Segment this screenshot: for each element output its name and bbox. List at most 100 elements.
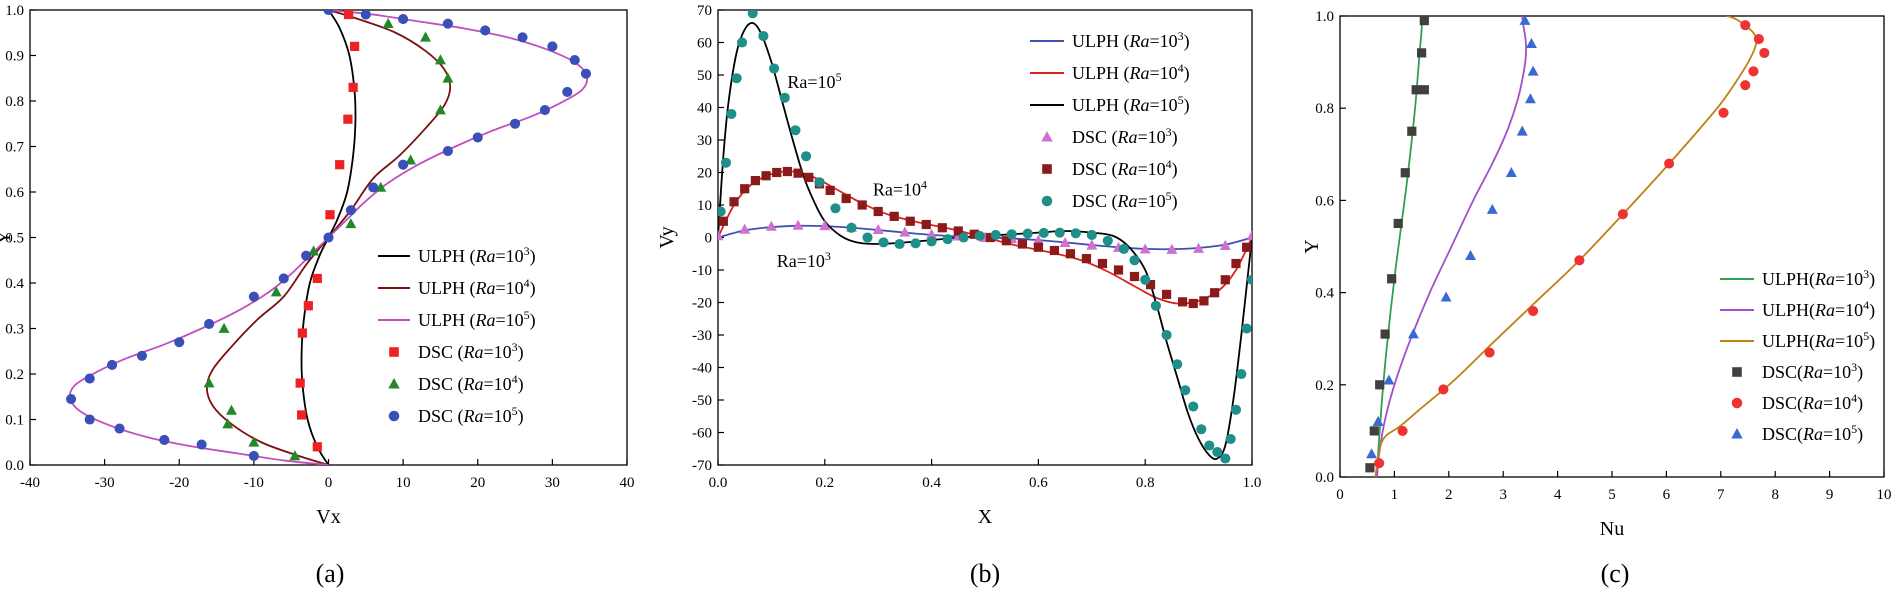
- data-point: [905, 216, 915, 226]
- legend-marker-swatch: [1731, 397, 1743, 409]
- data-point: [1161, 289, 1172, 299]
- data-point: [953, 226, 963, 236]
- x-axis-label: Nu: [1600, 518, 1624, 540]
- series-line: [1376, 16, 1528, 477]
- y-axis-label: Y: [0, 230, 15, 244]
- data-point: [350, 41, 360, 51]
- data-point: [295, 378, 305, 388]
- data-point: [1118, 243, 1129, 254]
- legend-entry-label: DSC (Ra=105): [1072, 189, 1178, 212]
- chart-panel-2: 0.0 0.2 0.4 0.6 0.8 1.0 -70 -60 -50 -40 -30 -20 -10 0…: [656, 3, 1261, 588]
- data-point: [1365, 463, 1375, 473]
- x-tick-label: 10: [1877, 487, 1892, 503]
- legend-entry-label: ULPH (Ra=103): [418, 244, 536, 267]
- legend-entry-label: ULPH(Ra=103): [1762, 267, 1875, 290]
- data-point: [569, 54, 580, 66]
- data-point: [303, 301, 313, 311]
- data-point: [1465, 249, 1477, 261]
- data-point: [65, 393, 77, 405]
- data-point: [1236, 368, 1247, 380]
- data-point: [1393, 218, 1403, 229]
- data-point: [1740, 80, 1751, 91]
- legend-entry-label: DSC(Ra=103): [1762, 360, 1863, 383]
- y-tick-label: -20: [692, 296, 712, 312]
- y-axis-label: Y: [1301, 239, 1323, 253]
- x-tick-label: 0.8: [1136, 475, 1155, 491]
- data-point: [718, 216, 728, 226]
- y-tick-label: 0.8: [1315, 101, 1334, 117]
- data-point: [323, 10, 334, 16]
- plot-area: [718, 10, 1252, 464]
- legend-entry-label: ULPH(Ra=105): [1762, 329, 1875, 352]
- data-point: [1086, 229, 1097, 240]
- data-point: [301, 250, 312, 261]
- data-point: [222, 418, 234, 429]
- data-point: [1097, 258, 1108, 269]
- data-point: [1574, 255, 1585, 266]
- series-line: [1374, 16, 1758, 477]
- data-point: [159, 434, 170, 446]
- data-point: [136, 350, 147, 361]
- annotation: Ra=105: [787, 70, 841, 92]
- data-point: [345, 205, 356, 216]
- data-point: [323, 232, 334, 243]
- data-point: [1113, 265, 1124, 275]
- legend-marker-swatch: [1041, 131, 1053, 142]
- data-point: [1246, 274, 1252, 285]
- y-tick-label: 0.4: [1315, 286, 1334, 302]
- data-point: [1145, 280, 1156, 290]
- data-point: [114, 423, 125, 434]
- legend-entry-label: DSC(Ra=105): [1762, 422, 1863, 445]
- data-point: [1438, 384, 1449, 395]
- data-point: [726, 108, 737, 120]
- data-point: [1032, 234, 1044, 245]
- y-tick-label: 40: [697, 101, 712, 117]
- data-point: [1188, 401, 1199, 412]
- data-point: [580, 68, 592, 79]
- x-tick-label: 9: [1826, 487, 1834, 503]
- y-tick-label: 70: [697, 3, 712, 19]
- data-point: [910, 238, 921, 249]
- data-point: [825, 185, 835, 195]
- y-tick-label: 0.8: [5, 94, 24, 110]
- y-tick-label: -70: [692, 458, 712, 474]
- data-point: [921, 219, 931, 230]
- y-tick-label: 20: [697, 166, 712, 182]
- data-point: [814, 177, 825, 188]
- y-tick-label: 0.7: [5, 140, 24, 156]
- data-point: [1740, 20, 1751, 31]
- data-point: [857, 200, 867, 210]
- data-point: [985, 232, 995, 243]
- data-point: [1486, 203, 1498, 214]
- data-point: [740, 184, 750, 194]
- x-tick-label: 7: [1717, 487, 1725, 503]
- data-point: [360, 10, 371, 20]
- data-point: [382, 17, 394, 28]
- y-tick-label: -40: [692, 361, 712, 377]
- data-point: [926, 236, 937, 247]
- plot-area: [65, 10, 592, 465]
- y-tick-label: -60: [692, 426, 712, 442]
- legend-entry-label: DSC(Ra=104): [1762, 391, 1863, 414]
- data-point: [1374, 458, 1385, 469]
- y-tick-label: 1.0: [1315, 9, 1334, 25]
- data-point: [174, 337, 185, 348]
- data-point: [1419, 16, 1429, 26]
- y-tick-label: 0.5: [5, 231, 24, 247]
- data-point: [1220, 453, 1231, 464]
- data-point: [1419, 85, 1429, 95]
- data-point: [782, 166, 793, 177]
- data-point: [420, 31, 431, 42]
- data-point: [1366, 448, 1378, 459]
- legend-marker-swatch: [1732, 367, 1742, 377]
- data-point: [720, 157, 732, 168]
- data-point: [1242, 242, 1252, 252]
- data-point: [1526, 37, 1537, 48]
- data-point: [937, 223, 947, 233]
- y-tick-label: 60: [697, 36, 712, 52]
- data-point: [1220, 275, 1230, 285]
- data-point: [434, 104, 446, 115]
- legend-marker-swatch: [388, 378, 400, 389]
- data-point: [862, 232, 873, 243]
- x-tick-label: 0: [325, 475, 333, 491]
